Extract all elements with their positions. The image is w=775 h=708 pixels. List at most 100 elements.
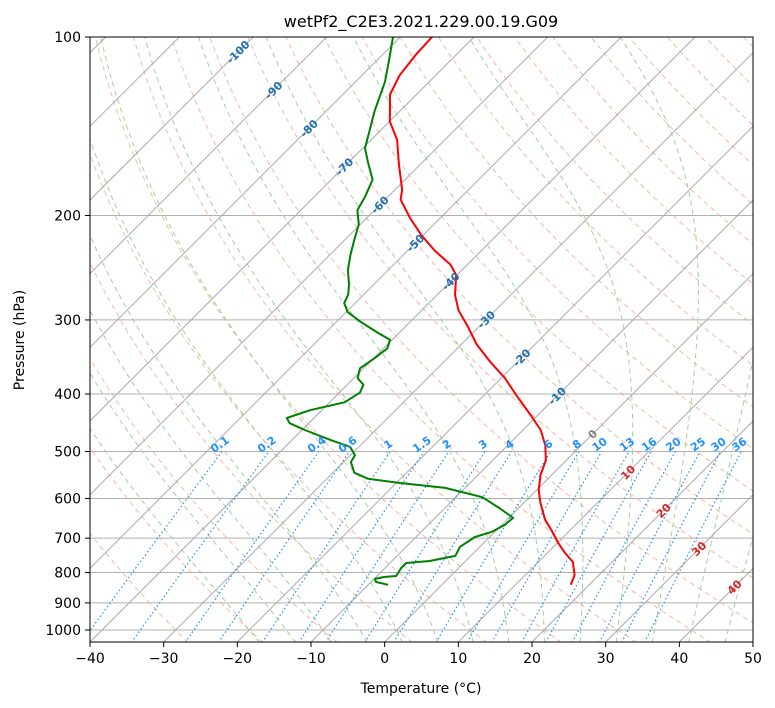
x-tick-label: 10 (449, 651, 467, 667)
y-tick-label: 900 (54, 596, 81, 612)
mixing-ratio-line (131, 451, 270, 642)
y-tick-label: 600 (54, 491, 81, 507)
mixing-ratio-line (598, 451, 701, 642)
isotherm (90, 37, 549, 496)
isotherm-label: -100 (224, 38, 253, 67)
mixing-ratio-line (435, 451, 552, 642)
in-plot-labels: 0.1 0.2 0.4 0.6 1 1.5 2 3 4 6 8 10 13 16 20 25 30 36-100-… (208, 38, 749, 598)
mixing-ratio-line (364, 451, 486, 642)
dry-adiabat (90, 532, 189, 642)
x-tick-label: 20 (523, 651, 541, 667)
y-tick-label: 800 (54, 566, 81, 582)
x-tick-label: −40 (75, 651, 105, 667)
mixing-ratio-line (325, 451, 450, 642)
moist-adiabat (468, 37, 634, 642)
y-tick-label: 1000 (45, 623, 81, 639)
isotherm (236, 125, 753, 642)
moist-adiabat (620, 37, 699, 642)
y-tick-label: 300 (54, 313, 81, 329)
x-tick-label: 0 (380, 651, 389, 667)
plot-area (90, 37, 753, 642)
isotherm (90, 37, 696, 642)
chart-title: wetPf2_C2E3.2021.229.00.19.G09 (284, 12, 558, 32)
axes: −40 −30 −20 −10 0 10 20 30 40 5010020030040050060… (45, 30, 762, 667)
mixing-ratio-label: 0.6 (336, 434, 360, 456)
mixing-ratio-label: 0.4 (305, 434, 329, 456)
isotherm (531, 420, 753, 642)
mixing-ratio-line (393, 451, 513, 642)
isotherm (90, 37, 622, 570)
dry-adiabat (514, 37, 753, 285)
y-tick-label: 400 (54, 387, 81, 403)
dry-adiabat (90, 152, 488, 642)
mixing-ratio-line (298, 451, 425, 642)
mixing-ratio-label: 2 (440, 437, 454, 452)
isotherm (604, 493, 753, 642)
mixing-ratio-label: 0.2 (255, 434, 278, 456)
dry-adiabat (743, 37, 753, 48)
moist-adiabat (90, 234, 368, 642)
mixing-ratio-line (261, 451, 391, 642)
moist-adiabat (90, 309, 332, 642)
x-tick-label: 50 (744, 651, 762, 667)
mixing-ratio-label: 6 (542, 437, 556, 452)
isotherm (162, 51, 753, 642)
plot-frame (89, 36, 754, 643)
x-tick-label: −30 (149, 651, 179, 667)
moist-adiabat (90, 372, 296, 642)
y-tick-label: 500 (54, 444, 81, 460)
mixing-ratio-line (571, 451, 677, 642)
mixing-ratio-line (184, 451, 320, 642)
y-tick-label: 200 (54, 209, 81, 225)
mixing-ratio-label: 0.1 (208, 434, 231, 456)
dry-adiabat (399, 37, 753, 408)
moist-adiabat (100, 37, 439, 642)
moist-adiabat (90, 427, 260, 642)
isotherm (383, 272, 753, 642)
x-tick-label: −10 (296, 651, 326, 667)
isotherm (457, 346, 753, 642)
isotherm-label: -90 (262, 79, 285, 102)
dry-adiabat (171, 37, 712, 642)
moist-adiabat (265, 37, 545, 642)
moist-adiabat (353, 37, 584, 642)
mixing-ratio-label: 4 (503, 437, 517, 452)
mixing-ratio-line (545, 451, 652, 642)
dry-adiabat (666, 37, 753, 127)
y-tick-label: 100 (54, 30, 81, 46)
x-tick-label: 30 (597, 651, 615, 667)
moist-adiabat (90, 137, 403, 642)
dry-adiabat (704, 37, 753, 87)
isotherm (90, 37, 254, 201)
isotherm-label: 10 (618, 462, 638, 482)
dry-adiabat (361, 37, 753, 450)
mixing-ratio-label: 1.5 (410, 434, 433, 456)
y-tick-label: 700 (54, 531, 81, 547)
dry-adiabat (90, 447, 264, 642)
isotherm (90, 37, 328, 275)
dewpoint-profile-line (285, 37, 515, 586)
dry-adiabat (590, 37, 753, 205)
dry-adiabat (94, 37, 562, 642)
isotherm (90, 37, 401, 349)
dry-adiabat (552, 37, 753, 245)
dry-adiabat (247, 37, 753, 579)
mixing-ratio-line (644, 451, 742, 642)
mixing-ratio-label: 3 (476, 437, 490, 452)
mixing-ratio-line (90, 451, 223, 632)
isotherm (752, 641, 753, 642)
x-tick-label: −20 (223, 651, 253, 667)
y-axis-label: Pressure (hPa) (12, 290, 28, 390)
isotherm (90, 37, 475, 422)
dry-adiabat (132, 37, 637, 642)
moist-adiabat (724, 535, 753, 642)
dry-adiabat (90, 357, 338, 642)
temperature-profile-line (388, 37, 576, 586)
dry-adiabat (90, 261, 413, 642)
moist-adiabat (144, 37, 474, 642)
dry-adiabat (476, 37, 753, 326)
isotherm (310, 199, 753, 642)
x-tick-label: 40 (670, 651, 688, 667)
isotherm-label: -70 (333, 155, 356, 178)
